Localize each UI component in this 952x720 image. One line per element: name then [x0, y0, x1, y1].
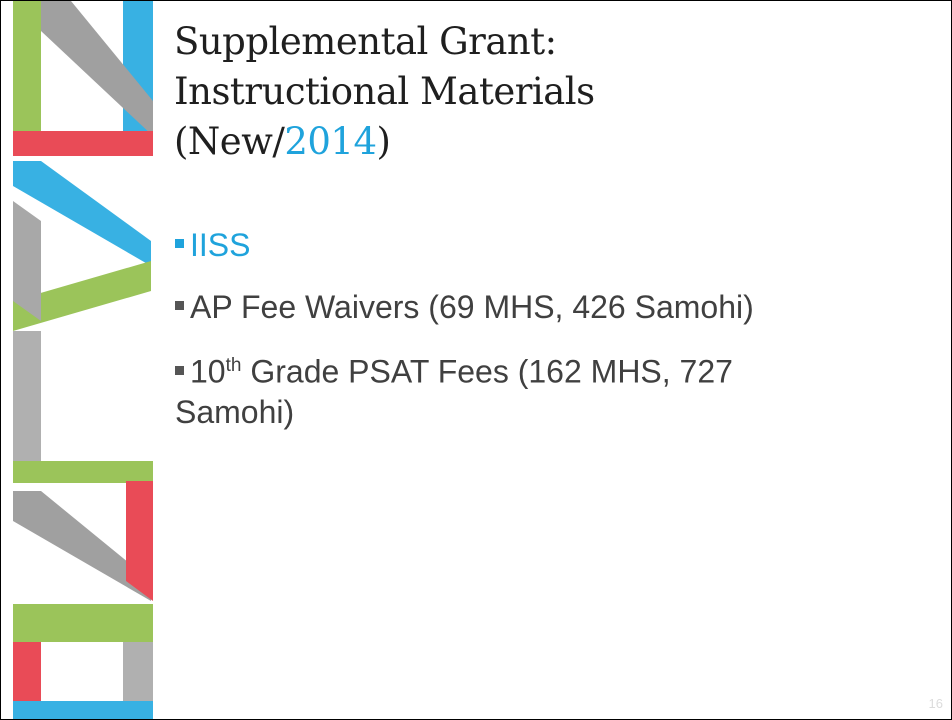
title-text: )	[377, 120, 391, 163]
bullet-marker	[175, 301, 184, 310]
page: Supplemental Grant: Instructional Materi…	[0, 0, 952, 720]
title-year: 2014	[284, 120, 376, 163]
logo	[1, 1, 161, 720]
bullet-marker	[175, 366, 184, 375]
title-line: Instructional Materials	[174, 69, 595, 115]
slide: Supplemental Grant: Instructional Materi…	[0, 0, 952, 720]
title-line: (New/2014)	[174, 119, 390, 165]
bullet-text: IISS	[190, 227, 250, 263]
bullet-marker	[175, 239, 184, 248]
slide-number: 16	[929, 696, 943, 711]
title-text: (New/	[174, 120, 284, 163]
bullet-text: AP Fee Waivers (69 MHS, 426 Samohi)	[190, 289, 754, 325]
bullet: AP Fee Waivers (69 MHS, 426 Samohi)	[175, 287, 895, 327]
title-line: Supplemental Grant:	[174, 19, 557, 65]
bullet-text: Grade PSAT Fees (162 MHS, 727 Samohi)	[175, 354, 733, 430]
bullet-text: 10	[190, 354, 226, 390]
bullet-superscript: th	[226, 355, 242, 376]
bullet: IISS	[175, 225, 895, 265]
bullet: 10th Grade PSAT Fees (162 MHS, 727 Samoh…	[175, 346, 855, 432]
